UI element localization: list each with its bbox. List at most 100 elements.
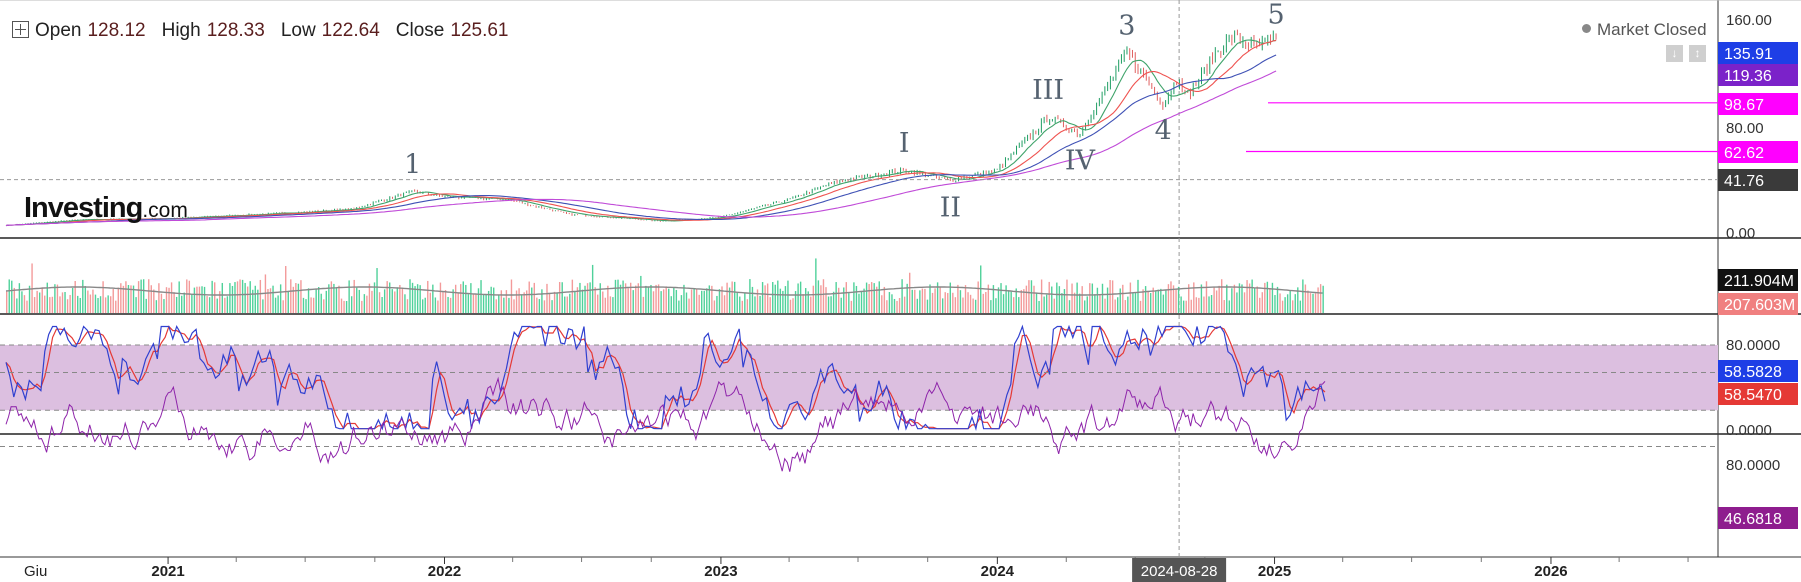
volume-bar: [457, 293, 459, 313]
volume-bar: [843, 287, 845, 313]
logo-text: Investing: [24, 192, 143, 224]
volume-bar: [170, 282, 173, 313]
volume-bar: [259, 279, 262, 313]
volume-bar: [962, 297, 964, 313]
volume-bar: [465, 284, 467, 313]
volume-bar: [870, 282, 873, 313]
volume-bar: [1256, 286, 1258, 313]
volume-bar: [855, 285, 858, 313]
volume-bar: [739, 296, 741, 313]
volume-bars: [6, 258, 1324, 313]
volume-bar: [832, 291, 835, 313]
volume-bar: [1061, 293, 1063, 313]
volume-bar: [442, 291, 444, 313]
volume-bar: [647, 286, 650, 313]
fullscreen-icon[interactable]: ↕: [1689, 45, 1706, 62]
volume-bar: [158, 283, 160, 313]
volume-bar: [1167, 284, 1170, 313]
volume-bar: [49, 297, 51, 313]
close-value: 125.61: [450, 20, 509, 41]
volume-bar: [16, 298, 18, 313]
volume-bar: [87, 290, 89, 313]
x-label-Giu: Giu: [24, 563, 47, 580]
volume-bar: [125, 281, 127, 313]
price-label-level-3-tag: [1718, 169, 1798, 191]
volume-bar: [449, 297, 452, 313]
stoch-tick-80: 80.0000: [1726, 337, 1780, 354]
volume-bar: [1162, 294, 1165, 313]
ma-mid: [5, 54, 1277, 227]
volume-bar: [244, 282, 246, 313]
volume-bar: [1111, 280, 1114, 313]
volume-bar: [1109, 280, 1111, 313]
volume-bar: [203, 286, 206, 313]
volume-bar: [181, 295, 183, 313]
volume-bar: [553, 291, 556, 313]
rsi-tick-80: 80.0000: [1726, 457, 1780, 474]
volume-bar: [883, 286, 886, 313]
volume-bar: [840, 297, 842, 313]
price-label-current: 135.91: [1724, 46, 1773, 63]
open-label: Open: [35, 20, 82, 41]
volume-bar: [79, 297, 81, 313]
volume-bar: [340, 298, 343, 313]
price-label-level-2: 62.62: [1724, 145, 1764, 162]
volume-bar: [564, 296, 566, 313]
stoch-label-k: 58.5828: [1724, 364, 1782, 381]
volume-bar: [959, 290, 962, 313]
volume-bar: [246, 286, 249, 313]
volume-bar: [581, 289, 584, 313]
volume-bar: [1165, 290, 1167, 313]
volume-bar: [59, 296, 61, 313]
volume-bar: [830, 296, 832, 313]
volume-bar: [61, 292, 64, 313]
volume-bar: [26, 300, 28, 313]
volume-bar: [599, 283, 601, 313]
volume-bar: [165, 287, 168, 313]
volume-bar: [1215, 290, 1218, 313]
wave-label-1: 1: [404, 149, 421, 180]
stoch-tick-0: 0.0000: [1726, 422, 1772, 439]
volume-bar: [690, 289, 693, 313]
price-label-current-tag: [1718, 42, 1798, 64]
low-label: Low: [280, 20, 316, 41]
volume-bar: [716, 295, 718, 313]
volume-bar: [931, 292, 934, 313]
ma-fast: [5, 39, 1277, 227]
volume-bar: [972, 298, 974, 313]
volume-bar: [305, 299, 307, 313]
volume-bar: [713, 300, 716, 313]
volume-bar: [315, 288, 317, 313]
volume-bar: [178, 281, 180, 313]
download-icon[interactable]: ↓: [1666, 45, 1683, 62]
expand-icon[interactable]: [12, 21, 29, 38]
x-label-2026: 2026: [1534, 563, 1567, 580]
high-value: 128.33: [206, 20, 265, 41]
volume-bar: [399, 284, 401, 313]
volume-bar: [1000, 283, 1002, 313]
volume-bar: [736, 292, 738, 313]
volume-bar: [815, 258, 817, 313]
volume-bar: [1117, 297, 1119, 313]
volume-bar: [505, 290, 508, 313]
volume-bar: [541, 289, 543, 313]
volume-bar: [777, 280, 779, 313]
volume-bar: [117, 287, 120, 313]
volume-bar: [257, 289, 259, 313]
volume-bar: [1010, 291, 1012, 313]
volume-bar: [1091, 283, 1094, 313]
volume-bar: [642, 296, 645, 313]
volume-bar: [688, 298, 690, 313]
logo-suffix: .com: [142, 199, 188, 222]
price-label-level-3: 41.76: [1724, 173, 1764, 190]
rsi-line: [5, 376, 1326, 472]
volume-bar: [695, 289, 698, 313]
volume-bar: [148, 279, 150, 313]
volume-bar: [1048, 281, 1050, 313]
volume-bar: [6, 291, 8, 313]
volume-bar: [18, 283, 21, 313]
x-label-2025: 2025: [1258, 563, 1291, 580]
volume-bar: [77, 295, 79, 313]
volume-bar: [1114, 299, 1116, 313]
